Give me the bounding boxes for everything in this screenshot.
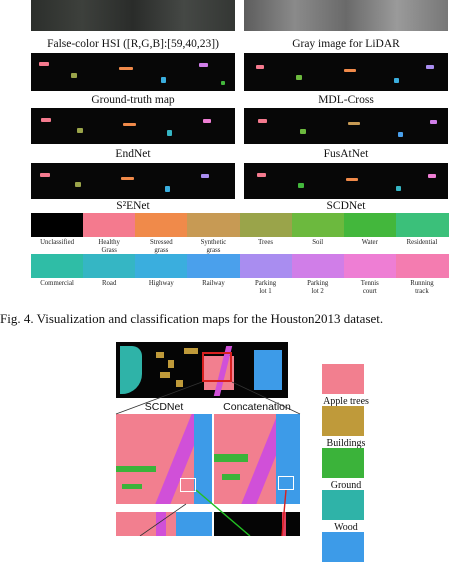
legend-swatch xyxy=(291,213,345,237)
caption-s2enet: S²ENet xyxy=(116,200,150,212)
caption-hsi: False-color HSI ([R,G,B]:[59,40,23]) xyxy=(47,38,219,50)
zoom-detail-panel-1 xyxy=(116,512,212,536)
fig5-legend-swatch xyxy=(322,490,364,520)
legend-label: Unclassified xyxy=(40,239,75,246)
legend-swatch xyxy=(31,254,84,278)
legend-swatch xyxy=(343,213,397,237)
legend-label: Healthy Grass xyxy=(98,239,120,254)
zoom-region-box xyxy=(202,352,232,382)
fig5-legend-swatch xyxy=(322,448,364,478)
legend-label: Tennis court xyxy=(360,280,379,295)
mdl-cross-map xyxy=(244,53,448,91)
legend-swatch xyxy=(239,213,293,237)
scdnet-map xyxy=(244,163,448,199)
zoom-label-scdnet: SCDNet xyxy=(144,401,184,413)
legend-label: Soil xyxy=(312,239,324,246)
legend-label: Residential xyxy=(406,239,438,246)
endnet-map xyxy=(31,108,235,144)
fig5-legend-swatch xyxy=(322,532,364,562)
caption-endnet: EndNet xyxy=(115,148,151,160)
legend-swatch xyxy=(395,254,449,278)
legend-label: Railway xyxy=(202,280,225,287)
fig5-legend-label: Buildings xyxy=(326,438,366,449)
caption-scdnet: SCDNet xyxy=(326,200,366,212)
legend-swatch xyxy=(343,254,397,278)
legend-swatch xyxy=(291,254,345,278)
fig5-legend-label: Ground xyxy=(330,480,362,491)
figure-4-caption: Fig. 4. Visualization and classification… xyxy=(0,311,384,326)
caption-ground-truth: Ground-truth map xyxy=(91,94,175,106)
lidar-gray-image xyxy=(244,0,448,31)
caption-lidar: Gray image for LiDAR xyxy=(292,38,400,50)
fig5-legend-label: Apple trees xyxy=(323,396,369,407)
legend-label: Commercial xyxy=(40,280,74,287)
legend-label: Running track xyxy=(410,280,434,295)
legend-swatch xyxy=(31,213,84,237)
legend-swatch xyxy=(239,254,293,278)
legend-swatch xyxy=(187,213,240,237)
legend-swatch xyxy=(83,213,136,237)
legend-label: Trees xyxy=(258,239,273,246)
ground-truth-map xyxy=(31,53,235,91)
hsi-false-color-image xyxy=(31,0,235,31)
s2enet-map xyxy=(31,163,235,199)
legend-label: Water xyxy=(361,239,378,246)
caption-fusatnet: FusAtNet xyxy=(323,148,369,160)
zoom-label-concatenation: Concatenation xyxy=(223,401,291,413)
legend-label: Highway xyxy=(148,280,174,287)
zoom-connector-lines xyxy=(115,381,301,536)
legend-swatch xyxy=(83,254,136,278)
zoom-detail-panel-2 xyxy=(214,512,300,536)
legend-swatch xyxy=(135,213,188,237)
legend-label: Parking lot 1 xyxy=(254,280,277,295)
fig5-legend-swatch xyxy=(322,364,364,394)
legend-label: Synthetic grass xyxy=(200,239,227,254)
legend-swatch xyxy=(187,254,240,278)
fig5-legend-label: Wood xyxy=(334,522,358,533)
zoom-panel-concatenation xyxy=(214,414,300,504)
caption-mdl-cross: MDL-Cross xyxy=(318,94,374,106)
legend-swatch xyxy=(395,213,449,237)
fusatnet-map xyxy=(244,108,448,144)
fig5-legend-swatch xyxy=(322,406,364,436)
legend-label: Road xyxy=(102,280,117,287)
zoom-panel-scdnet xyxy=(116,414,212,504)
legend-label: Parking lot 2 xyxy=(307,280,329,295)
legend-swatch xyxy=(135,254,188,278)
legend-label: Stressed grass xyxy=(149,239,173,254)
